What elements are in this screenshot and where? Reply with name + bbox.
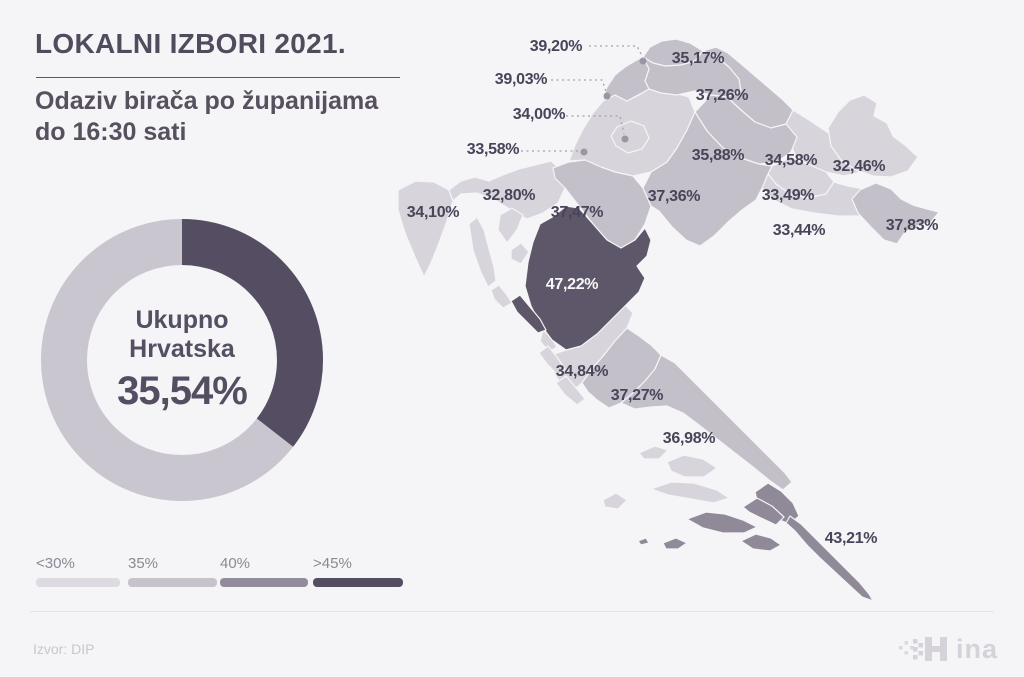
legend-label: 35%: [128, 555, 159, 572]
county-shape-lika: [524, 205, 652, 351]
county-value-label: 34,00%: [512, 106, 566, 123]
county-value-label: 39,20%: [529, 38, 583, 55]
county-value-label: 37,27%: [610, 387, 664, 404]
island-krk: [497, 207, 524, 244]
donut-chart: Ukupno Hrvatska 35,54%: [38, 216, 326, 504]
page-title: LOKALNI IZBORI 2021.: [35, 28, 346, 59]
island-dugi-otok: [538, 345, 566, 376]
county-shape-split: [620, 354, 793, 491]
leader-dot: [580, 148, 588, 156]
county-value-label: 34,58%: [764, 152, 818, 169]
island-brac: [666, 454, 718, 478]
leader-line: [589, 45, 643, 57]
county-shape-zagreb-city: [610, 120, 650, 154]
footer-separator: [30, 611, 994, 612]
county-value-label: 35,17%: [671, 50, 725, 67]
county-shape-sisak: [642, 111, 773, 247]
subtitle-line-2: do 16:30 sati: [35, 118, 187, 147]
island-lastovo: [662, 537, 688, 550]
county-value-label: 33,49%: [761, 187, 815, 204]
county-shapes: [397, 38, 940, 602]
island-rab: [510, 242, 530, 265]
donut-rings: [41, 219, 323, 501]
county-shape-osijek: [827, 94, 919, 178]
island-hvar: [650, 481, 730, 504]
source-note: Izvor: DIP: [33, 641, 95, 657]
legend-swatch: [220, 578, 308, 587]
legend-label: <30%: [36, 555, 75, 572]
leader-lines: [521, 45, 647, 156]
hina-logo: ina: [898, 633, 998, 665]
county-value-label: 43,21%: [824, 530, 878, 547]
leader-line: [551, 79, 607, 92]
county-value-label: 35,88%: [691, 147, 745, 164]
island-zadar-archipelago: [555, 375, 586, 406]
legend-swatch: [128, 578, 217, 587]
island-mljet: [740, 533, 782, 552]
donut-center-text: Ukupno Hrvatska 35,54%: [38, 216, 326, 504]
island-solta: [638, 445, 669, 460]
county-value-label: 37,47%: [550, 204, 604, 221]
page-subtitle: Odaziv birača po županijama do 16:30 sat…: [35, 86, 378, 149]
county-shape-krapina: [602, 56, 650, 102]
donut-label-line-2: Hrvatska: [129, 334, 235, 363]
leader-dot: [639, 57, 647, 65]
donut-value-arc: [41, 219, 323, 501]
peninsula-peljesac: [742, 497, 785, 526]
leader-line: [566, 115, 625, 135]
county-value-label: 37,26%: [695, 87, 749, 104]
county-shape-istria: [397, 180, 454, 278]
county-value-label: 39,03%: [494, 71, 548, 88]
county-value-label: 36,98%: [662, 430, 716, 447]
county-value-label: 47,22%: [545, 276, 599, 293]
donut-total-value: 35,54%: [117, 369, 248, 414]
donut-label-line-1: Ukupno: [135, 305, 229, 334]
subtitle-line-1: Odaziv birača po županijama: [35, 87, 379, 115]
county-value-label: 34,84%: [555, 363, 609, 380]
county-value-label: 34,10%: [406, 204, 460, 221]
county-value-label: 33,44%: [772, 222, 826, 239]
hina-logo-text: ina: [955, 633, 998, 664]
island-cres: [468, 216, 497, 288]
legend-label: >45%: [313, 555, 352, 572]
island-pag-north: [510, 294, 547, 334]
hina-logo-mark: [898, 637, 947, 661]
county-shape-karlovac: [552, 159, 652, 249]
legend-swatch: [313, 578, 403, 587]
island-losinj: [490, 284, 513, 309]
county-value-label: 33,58%: [466, 141, 520, 158]
island-korcula: [686, 511, 758, 534]
title-underline: [36, 77, 400, 78]
leader-dot: [603, 92, 611, 100]
legend-label: 40%: [220, 555, 251, 572]
leader-dot: [621, 135, 629, 143]
island-vis: [602, 492, 628, 510]
county-shape-dubrovnik-strip: [785, 515, 874, 602]
county-value-label: 37,83%: [885, 217, 939, 234]
county-value-label: 32,80%: [482, 187, 536, 204]
islet-small: [637, 537, 650, 546]
county-value-label: 37,36%: [647, 188, 701, 205]
legend-swatch: [36, 578, 120, 587]
county-shape-vukovar: [851, 182, 940, 245]
county-value-label: 32,46%: [832, 158, 886, 175]
